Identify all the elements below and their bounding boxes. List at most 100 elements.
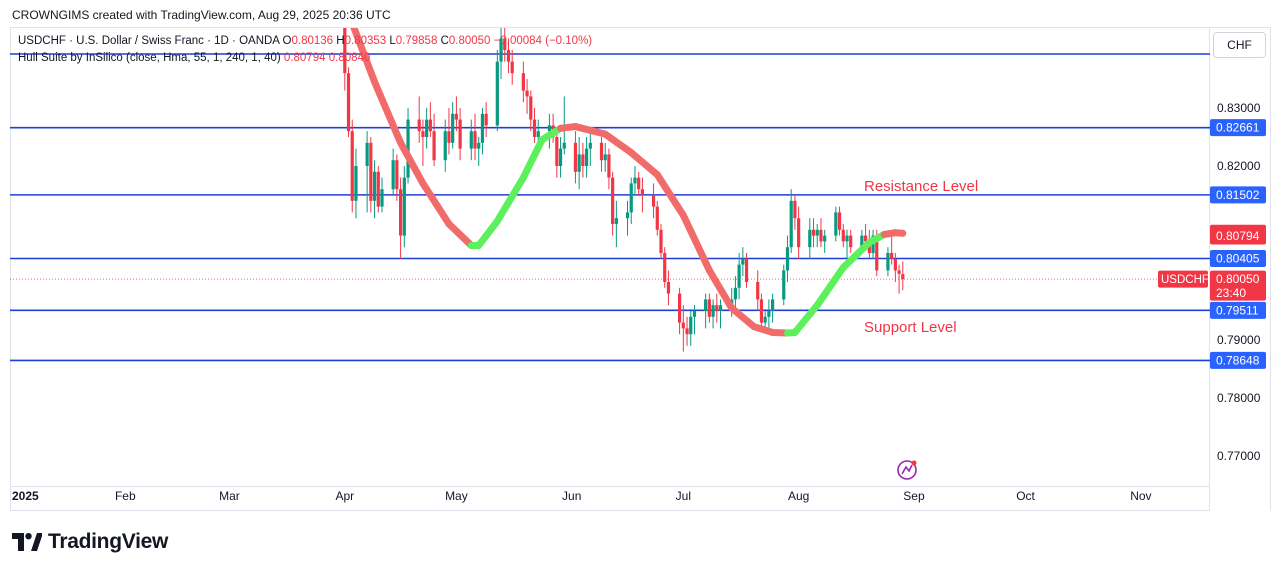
candle-body <box>711 305 715 317</box>
candle <box>343 28 347 91</box>
plot-area <box>10 28 1210 362</box>
hull-segment <box>813 264 847 309</box>
candle <box>756 270 760 311</box>
candle-body <box>659 229 663 253</box>
candle-body <box>417 119 421 132</box>
candle-body <box>536 131 540 137</box>
level-price-label-box <box>1210 186 1266 204</box>
candle <box>369 137 373 213</box>
candle-body <box>811 229 816 236</box>
legend-high-label: H <box>336 35 345 47</box>
candle <box>678 287 682 335</box>
candle <box>510 50 514 85</box>
candle <box>581 142 585 178</box>
price-axis[interactable] <box>1210 27 1271 511</box>
candle <box>499 28 503 79</box>
candle <box>458 108 462 161</box>
candle <box>845 229 849 259</box>
current-price-box <box>1210 270 1266 301</box>
time-axis[interactable] <box>10 487 1210 511</box>
candle <box>655 200 659 236</box>
candle-body <box>637 177 641 190</box>
candle <box>886 247 890 277</box>
candle <box>685 316 689 346</box>
tradingview-logo[interactable]: TradingView <box>12 530 168 554</box>
candle <box>890 235 894 265</box>
candle-body <box>793 200 797 219</box>
candle-body <box>428 119 432 132</box>
candle-body <box>406 119 410 178</box>
candle-body <box>655 206 659 230</box>
hull-segment <box>653 171 687 219</box>
candle-body <box>886 253 890 271</box>
legend-change: −0.00084 (−0.10%) <box>493 35 593 47</box>
candle-body <box>875 235 879 271</box>
candle-body <box>633 177 637 184</box>
candle-body <box>477 142 481 149</box>
candle-body <box>521 73 525 91</box>
candle <box>733 276 737 311</box>
candle <box>741 247 745 277</box>
candle-body <box>789 200 793 248</box>
legend-close-label: C <box>440 35 449 47</box>
candle <box>808 218 812 259</box>
hull-segment <box>571 123 609 138</box>
candle <box>789 189 793 253</box>
hull-segment <box>679 211 713 274</box>
candle <box>666 270 671 306</box>
candle-body <box>555 137 559 166</box>
price-tick-label: 0.79000 <box>1217 333 1261 347</box>
candle <box>607 148 611 190</box>
candle <box>484 102 488 137</box>
legend-symbol-info[interactable]: USDCHF · U.S. Dollar / Swiss Franc · 1D … <box>18 35 280 47</box>
chart-pane[interactable] <box>10 27 1210 487</box>
candle <box>737 253 741 300</box>
candle-body <box>819 229 823 242</box>
candle-body <box>402 177 406 236</box>
candle-body <box>369 142 373 201</box>
hull-segment <box>538 124 565 144</box>
candle-body <box>681 322 685 329</box>
legend-low-label: L <box>389 35 396 47</box>
candle <box>506 38 511 74</box>
candle-body <box>525 90 529 97</box>
currency-button[interactable]: CHF <box>1213 32 1266 58</box>
candle-body <box>503 38 507 50</box>
candle-body <box>529 96 533 120</box>
candle <box>640 177 644 213</box>
time-tick-label: 2025 <box>12 489 39 503</box>
candle <box>432 113 436 166</box>
candle-body <box>815 229 819 236</box>
candle <box>376 166 380 213</box>
level-price-label-box <box>1210 119 1266 137</box>
candle-body <box>376 171 380 207</box>
candle <box>819 218 823 248</box>
candle <box>599 137 604 172</box>
candle <box>372 160 377 219</box>
candle <box>425 108 429 149</box>
candle-body <box>689 316 693 335</box>
candle-body <box>640 189 644 195</box>
hull-segment <box>519 136 546 182</box>
candle <box>767 299 771 329</box>
hull-segment <box>350 28 379 86</box>
level-price-label: 0.81502 <box>1216 188 1260 202</box>
hull-segment <box>475 217 501 249</box>
candle <box>391 148 395 195</box>
candle-body <box>849 235 853 248</box>
candle-body <box>611 177 615 224</box>
legend-symbol-row: USDCHF · U.S. Dollar / Swiss Franc · 1D … <box>18 35 592 47</box>
time-tick-label: Apr <box>335 489 354 503</box>
candle-body <box>864 235 868 242</box>
candle <box>603 142 607 172</box>
candle <box>395 154 399 201</box>
candle <box>555 131 559 178</box>
candle-body <box>350 131 354 201</box>
candle <box>811 218 816 248</box>
candle <box>454 96 458 132</box>
candle-body <box>614 218 618 224</box>
candle-body <box>506 50 511 62</box>
time-tick-label: Feb <box>115 489 136 503</box>
legend-indicator-name[interactable]: Hull Suite by InSilico (close, Hma, 55, … <box>18 52 281 64</box>
candle-body <box>741 258 745 265</box>
